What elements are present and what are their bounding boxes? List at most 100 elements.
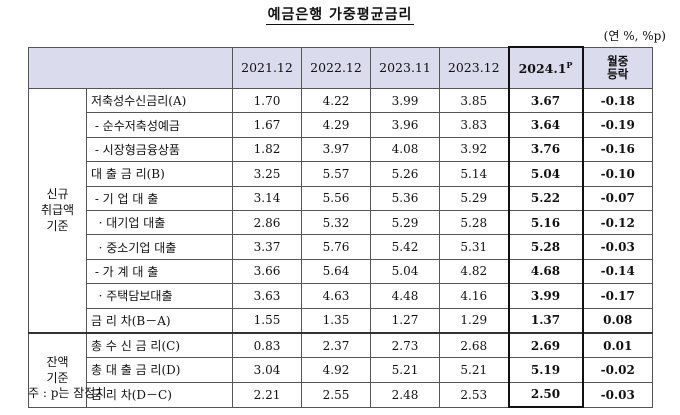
value-cell: 5.36: [370, 185, 440, 211]
value-cell: 3.66: [232, 258, 302, 285]
col-header-2024-1p: 2024.1P: [507, 46, 584, 89]
value-cell: 1.67: [232, 112, 302, 138]
value-cell: 3.85: [439, 87, 509, 114]
header-row: 2021.12 2022.12 2023.11 2023.12 2024.1P …: [28, 46, 653, 89]
prelim-value-cell: 3.76: [507, 136, 584, 163]
table-row: 총 대 출 금 리(D) 3.04 4.92 5.21 5.21 5.19 -0.02: [29, 357, 653, 383]
col-header-monthly-change: 월중 등락: [582, 46, 653, 89]
change-cell: -0.02: [582, 357, 653, 383]
row-label: - 시장형금융상품: [86, 136, 233, 163]
value-cell: 5.26: [370, 161, 440, 187]
value-cell: 0.83: [232, 331, 302, 359]
value-cell: 4.22: [301, 87, 371, 114]
value-cell: 1.55: [232, 307, 302, 334]
change-cell: -0.10: [582, 161, 653, 187]
table-row: - 시장형금융상품 1.82 3.97 4.08 3.92 3.76 -0.16: [29, 136, 653, 163]
footnote: 주 : p는 잠정치: [28, 386, 107, 400]
value-cell: 5.21: [370, 357, 440, 383]
header-blank: [28, 46, 233, 89]
row-label: - 순수저축성예금: [86, 112, 233, 138]
value-cell: 5.04: [370, 258, 440, 285]
group-label-balance: 잔액 기준: [28, 331, 87, 408]
row-label: 대 출 금 리(B): [86, 161, 233, 187]
table-row: · 중소기업 대출 3.37 5.76 5.42 5.31 5.28 -0.03: [29, 234, 653, 260]
prelim-value-cell: 3.64: [507, 112, 584, 138]
prelim-value-cell: 5.22: [507, 185, 584, 211]
value-cell: 1.35: [301, 307, 371, 334]
change-cell: 0.08: [582, 307, 653, 334]
table-row: 대 출 금 리(B) 3.25 5.57 5.26 5.14 5.04 -0.10: [29, 161, 653, 187]
value-cell: 3.97: [301, 136, 371, 163]
value-cell: 4.82: [439, 258, 509, 285]
value-cell: 2.48: [370, 381, 440, 408]
row-label: · 대기업 대출: [86, 209, 233, 236]
row-label: - 기 업 대 출: [86, 185, 233, 211]
row-label: 금 리 차(D－C): [86, 381, 233, 408]
unit-label: (연 %, %p): [603, 29, 666, 43]
value-cell: 5.64: [301, 258, 371, 285]
change-cell: -0.07: [582, 185, 653, 211]
prelim-value-cell: 1.37: [507, 307, 584, 334]
table-row: · 대기업 대출 2.86 5.32 5.29 5.28 5.16 -0.12: [29, 209, 653, 236]
interest-rate-table: 2021.12 2022.12 2023.11 2023.12 2024.1P …: [28, 46, 653, 409]
value-cell: 3.92: [439, 136, 509, 163]
value-cell: 5.42: [370, 234, 440, 260]
value-cell: 5.57: [301, 161, 371, 187]
value-cell: 4.92: [301, 357, 371, 383]
value-cell: 5.29: [370, 209, 440, 236]
change-cell: -0.18: [582, 87, 653, 114]
value-cell: 2.68: [439, 331, 509, 359]
value-cell: 2.86: [232, 209, 302, 236]
value-cell: 3.83: [439, 112, 509, 138]
value-cell: 3.37: [232, 234, 302, 260]
prelim-value-cell: 5.04: [507, 161, 584, 187]
value-cell: 4.48: [370, 283, 440, 309]
value-cell: 1.27: [370, 307, 440, 334]
value-cell: 1.82: [232, 136, 302, 163]
value-cell: 4.16: [439, 283, 509, 309]
value-cell: 5.29: [439, 185, 509, 211]
change-cell: -0.19: [582, 112, 653, 138]
value-cell: 5.76: [301, 234, 371, 260]
prelim-value-cell: 2.50: [507, 381, 584, 409]
row-label: 총 수 신 금 리(C): [86, 331, 233, 359]
value-cell: 5.28: [439, 209, 509, 236]
value-cell: 5.14: [439, 161, 509, 187]
value-cell: 4.08: [370, 136, 440, 163]
value-cell: 2.37: [301, 331, 371, 359]
value-cell: 1.29: [439, 307, 509, 334]
value-cell: 2.55: [301, 381, 371, 408]
value-cell: 3.04: [232, 357, 302, 383]
row-label: · 중소기업 대출: [86, 234, 233, 260]
value-cell: 4.29: [301, 112, 371, 138]
row-label: 금 리 차(B－A): [86, 307, 233, 334]
prelim-value-cell: 5.28: [507, 234, 584, 260]
row-label: 저축성수신금리(A): [86, 87, 233, 114]
change-cell: -0.16: [582, 136, 653, 163]
value-cell: 5.56: [301, 185, 371, 211]
change-cell: -0.03: [582, 381, 653, 408]
col-header-2022-12: 2022.12: [301, 46, 371, 89]
table-row: - 기 업 대 출 3.14 5.56 5.36 5.29 5.22 -0.07: [29, 185, 653, 211]
value-cell: 5.21: [439, 357, 509, 383]
table-row: 잔액 기준 총 수 신 금 리(C) 0.83 2.37 2.73 2.68 2.69 0.01: [28, 331, 653, 408]
value-cell: 3.25: [232, 161, 302, 187]
value-cell: 5.31: [439, 234, 509, 260]
value-cell: 2.53: [439, 381, 509, 408]
value-cell: 1.70: [232, 87, 302, 114]
table-row: 신규 취급액 기준 저축성수신금리(A) 1.70 4.22 3.99 3.85 3.67 -0.…: [28, 87, 653, 334]
value-cell: 2.73: [370, 331, 440, 359]
col-header-2021-12: 2021.12: [232, 46, 302, 89]
value-cell: 3.99: [370, 87, 440, 114]
row-label: - 가 계 대 출: [86, 258, 233, 285]
value-cell: 4.63: [301, 283, 371, 309]
table-row: - 순수저축성예금 1.67 4.29 3.96 3.83 3.64 -0.19: [29, 112, 653, 138]
prelim-value-cell: 2.69: [507, 331, 584, 359]
prelim-value-cell: 3.99: [507, 283, 584, 309]
prelim-value-cell: 3.67: [507, 87, 584, 114]
table-title: 예금은행 가중평균금리: [265, 7, 415, 25]
value-cell: 3.96: [370, 112, 440, 138]
table-row: · 주택담보대출 3.63 4.63 4.48 4.16 3.99 -0.17: [29, 283, 653, 309]
value-cell: 2.21: [232, 381, 302, 408]
change-cell: -0.17: [582, 283, 653, 309]
